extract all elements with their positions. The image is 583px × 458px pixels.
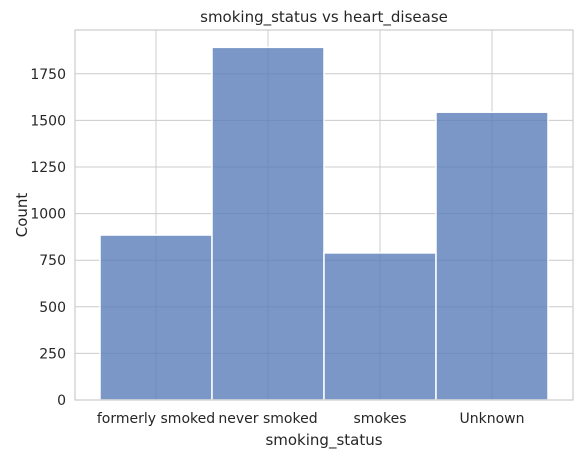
x-tick-labels: formerly smoked never smoked smokes Unknown [97,411,525,427]
bars [99,46,549,401]
bar-formerly-smoked [99,234,213,401]
x-tick-label-3: Unknown [460,411,525,427]
bar-smokes [323,252,437,401]
y-tick-label-2: 500 [39,300,66,316]
y-tick-labels: 0 250 500 750 1000 1250 1500 1750 [30,67,66,409]
y-tick-label-3: 750 [39,253,66,269]
y-tick-label-6: 1500 [30,113,66,129]
y-axis-label: Count [13,193,31,238]
y-tick-label-4: 1000 [30,207,66,223]
x-tick-label-1: never smoked [218,411,317,427]
chart-title: smoking_status vs heart_disease [200,8,448,27]
y-tick-label-5: 1250 [30,160,66,176]
y-tick-label-1: 250 [39,346,66,362]
x-tick-label-2: smokes [353,411,406,427]
bar-never-smoked [211,46,325,401]
plot-frame [74,29,574,401]
x-axis-label: smoking_status [265,431,382,450]
y-tick-label-7: 1750 [30,67,66,83]
y-tick-label-0: 0 [57,393,66,409]
bar-unknown [435,111,549,401]
x-tick-label-0: formerly smoked [97,411,215,427]
